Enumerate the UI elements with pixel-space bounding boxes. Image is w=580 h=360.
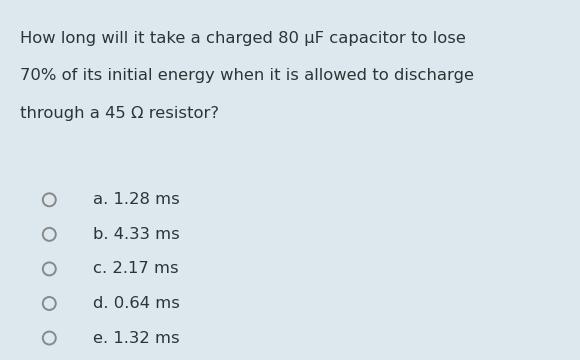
Text: b. 4.33 ms: b. 4.33 ms (93, 227, 180, 242)
Text: d. 0.64 ms: d. 0.64 ms (93, 296, 180, 311)
Ellipse shape (43, 332, 56, 345)
Ellipse shape (43, 228, 56, 241)
Text: 70% of its initial energy when it is allowed to discharge: 70% of its initial energy when it is all… (20, 68, 474, 84)
Ellipse shape (43, 297, 56, 310)
Text: How long will it take a charged 80 μF capacitor to lose: How long will it take a charged 80 μF ca… (20, 31, 466, 46)
Text: c. 2.17 ms: c. 2.17 ms (93, 261, 179, 276)
Ellipse shape (43, 193, 56, 206)
Ellipse shape (43, 262, 56, 275)
Text: e. 1.32 ms: e. 1.32 ms (93, 330, 179, 346)
Text: through a 45 Ω resistor?: through a 45 Ω resistor? (20, 106, 219, 121)
Text: a. 1.28 ms: a. 1.28 ms (93, 192, 180, 207)
